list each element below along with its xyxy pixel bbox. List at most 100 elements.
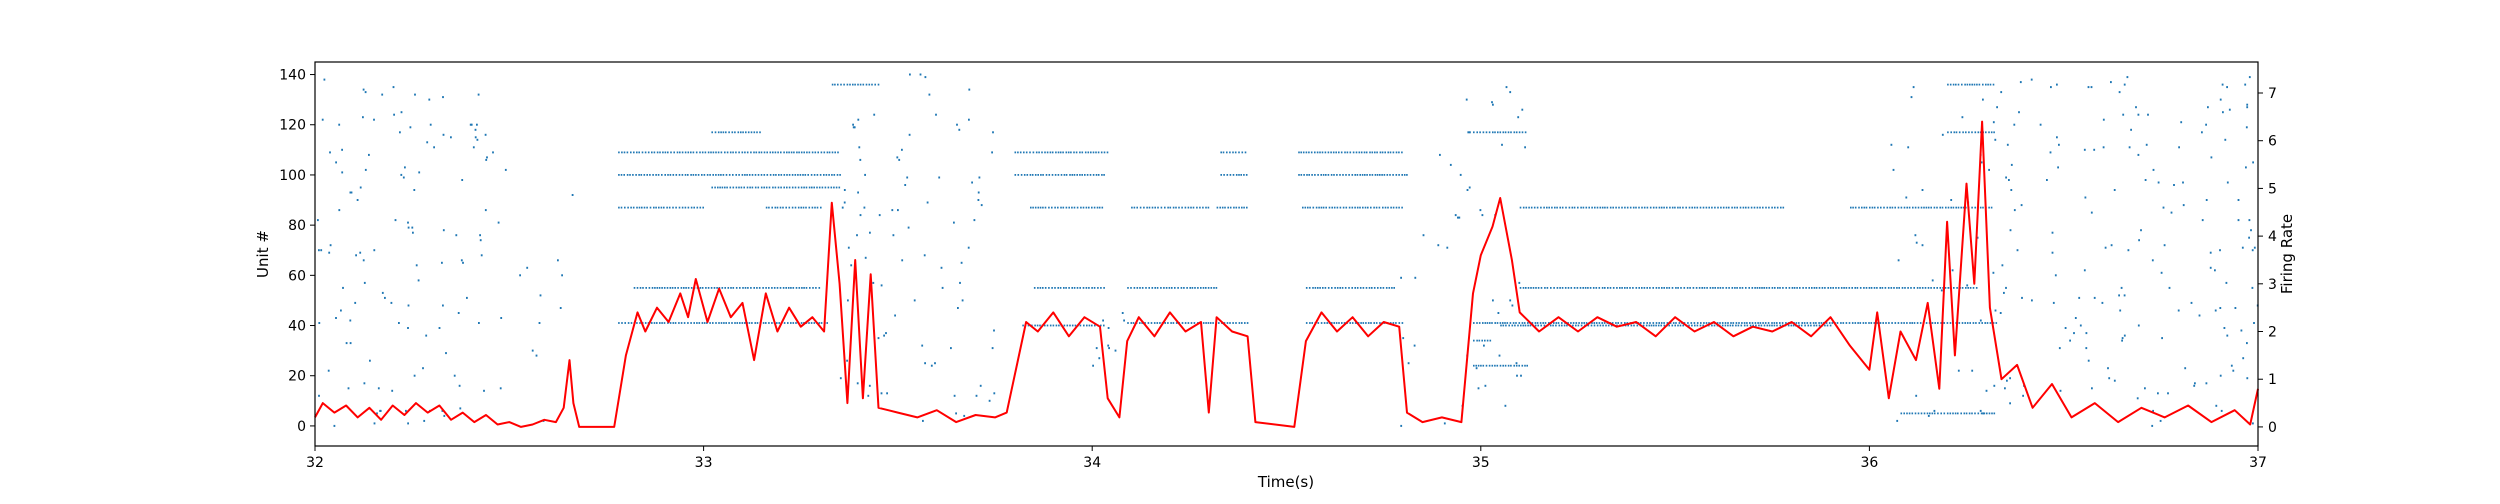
- spike: [1992, 322, 1995, 324]
- spike: [2152, 409, 2154, 412]
- spike-train-unit-136: [1947, 83, 1995, 86]
- spike: [1520, 324, 1522, 327]
- spike: [1477, 387, 1480, 390]
- spike: [1336, 287, 1339, 289]
- spike: [1504, 131, 1507, 134]
- spike: [1379, 174, 1381, 176]
- spike: [821, 186, 824, 189]
- spike: [1341, 322, 1343, 324]
- spike: [753, 131, 756, 134]
- spike: [1489, 322, 1491, 324]
- spike: [1868, 322, 1870, 324]
- spike: [1401, 151, 1403, 154]
- spike: [1559, 206, 1561, 209]
- spike: [1955, 206, 1957, 209]
- spike: [977, 199, 980, 201]
- spike: [1929, 412, 1931, 415]
- spike: [2030, 78, 2033, 81]
- spike: [935, 113, 937, 116]
- spike: [1690, 322, 1693, 324]
- spike: [1076, 174, 1078, 176]
- spike: [1694, 324, 1696, 327]
- spike: [1407, 362, 1410, 365]
- spike: [458, 384, 461, 387]
- spike: [897, 209, 899, 212]
- spike: [1051, 151, 1054, 154]
- spike: [1865, 322, 1867, 324]
- spike: [2193, 384, 2196, 387]
- spike: [356, 199, 359, 201]
- spike: [1554, 206, 1556, 209]
- spike: [1972, 322, 1975, 324]
- spike: [1189, 287, 1191, 289]
- spike: [661, 287, 663, 289]
- spike: [425, 334, 428, 337]
- spike: [726, 186, 728, 189]
- axes-frame: [314, 61, 2259, 447]
- spike: [1585, 322, 1588, 324]
- spike: [2009, 377, 2011, 380]
- spike: [1729, 324, 1732, 327]
- spike: [2160, 271, 2163, 274]
- spike: [928, 93, 931, 96]
- spike: [763, 151, 766, 154]
- spike: [629, 174, 631, 176]
- spike: [676, 151, 679, 154]
- spike: [692, 151, 695, 154]
- spike: [754, 186, 757, 189]
- spike: [1740, 324, 1743, 327]
- spike: [1945, 206, 1947, 209]
- spike: [1724, 322, 1727, 324]
- spike: [762, 287, 764, 289]
- spike: [1688, 324, 1690, 327]
- spike: [1373, 206, 1375, 209]
- spike: [1323, 322, 1326, 324]
- spike: [1095, 151, 1097, 154]
- spike: [1975, 322, 1977, 324]
- spike: [963, 414, 966, 417]
- spike: [1465, 98, 1468, 101]
- spike: [2000, 91, 2003, 94]
- spike: [797, 174, 799, 176]
- spike: [1971, 83, 1973, 86]
- spike: [1985, 83, 1987, 86]
- spike: [728, 131, 730, 134]
- spike: [1961, 83, 1963, 86]
- spike: [1677, 206, 1679, 209]
- spike: [817, 151, 819, 154]
- spike: [1033, 287, 1036, 289]
- spike: [1766, 324, 1769, 327]
- spike: [658, 287, 661, 289]
- spike: [979, 384, 982, 387]
- spike: [663, 206, 665, 209]
- spike: [1897, 206, 1900, 209]
- spike: [1298, 174, 1300, 176]
- spike: [859, 83, 862, 86]
- spike: [1573, 287, 1576, 289]
- spike: [828, 151, 831, 154]
- spike-train-unit-87: [1030, 206, 1104, 209]
- spike: [681, 151, 684, 154]
- spike: [1484, 339, 1486, 342]
- spike: [744, 287, 747, 289]
- spike: [636, 322, 638, 324]
- spike: [1473, 131, 1475, 134]
- spike: [1071, 324, 1074, 327]
- spike: [653, 206, 655, 209]
- spike: [950, 347, 952, 350]
- spike: [757, 186, 760, 189]
- spike: [2005, 286, 2007, 289]
- spike: [1643, 206, 1646, 209]
- spike: [1804, 324, 1806, 327]
- spike-cluster: [317, 78, 488, 427]
- spike: [1881, 287, 1884, 289]
- spike: [1768, 287, 1771, 289]
- spike: [1714, 206, 1716, 209]
- spike: [735, 287, 738, 289]
- spike: [1835, 287, 1837, 289]
- spike: [1213, 287, 1215, 289]
- spike: [1356, 206, 1359, 209]
- spike: [813, 322, 816, 324]
- spike: [673, 151, 675, 154]
- spike: [1788, 287, 1791, 289]
